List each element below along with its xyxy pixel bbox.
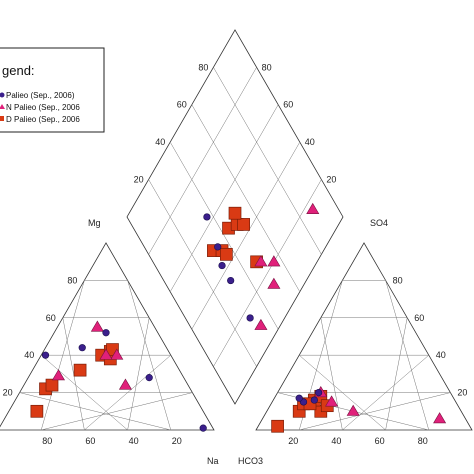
triangle-marker [346, 404, 360, 416]
triangle-marker [90, 320, 104, 332]
circle-marker [145, 374, 153, 382]
anion-right-tick: 40 [436, 350, 446, 360]
circle-marker [214, 243, 222, 251]
legend-entry-1: Palieo (Sep., 2006) [6, 91, 75, 100]
diamond-outline [126, 29, 344, 405]
anion-right-tick: 60 [414, 313, 424, 323]
circle-marker [102, 329, 110, 337]
circle-marker [227, 276, 235, 285]
anion-triangle-gridline [320, 317, 343, 431]
anion-right-tick: 20 [457, 388, 467, 398]
anion-triangle-gridline [342, 354, 429, 431]
circle-marker [315, 388, 323, 397]
axis-label-na: Na [207, 456, 219, 466]
diamond-left-tick: 60 [177, 100, 187, 110]
cation-bottom-tick: 20 [172, 436, 182, 446]
data-markers [30, 202, 447, 433]
triangle-marker [306, 202, 320, 214]
triangle-marker [118, 378, 132, 390]
axis-label-mg: Mg [88, 218, 101, 228]
legend-entry-3: D Palieo (Sep., 2006 [6, 115, 80, 124]
diamond-gridline [169, 141, 279, 330]
legend-box [0, 47, 105, 133]
anion-bottom-tick: 20 [288, 436, 298, 446]
cation-triangle-outline [0, 242, 215, 431]
triangle-marker [325, 395, 339, 407]
axis-labels: Mg Na SO4 HCO3 [88, 218, 388, 466]
triangle-marker [267, 277, 281, 289]
diamond-gridline [191, 104, 301, 292]
triangle-marker [254, 318, 268, 330]
anion-triangle-gridline [299, 354, 386, 431]
legend-marker [0, 116, 4, 121]
cation-triangle-gridline [41, 392, 193, 431]
cation-triangle-gridline [84, 354, 171, 431]
square-marker [45, 378, 59, 392]
cation-left-tick: 60 [46, 313, 56, 323]
cation-left-tick: 40 [24, 350, 34, 360]
anion-triangle-gridline [385, 280, 430, 431]
diamond-gridline [148, 67, 257, 255]
circle-marker [310, 396, 318, 404]
circle-marker [203, 213, 211, 221]
circle-marker [218, 261, 226, 270]
axis-label-so4: SO4 [370, 218, 388, 228]
square-marker [220, 248, 233, 261]
cation-triangle-gridline [62, 317, 85, 431]
legend-marker [0, 104, 5, 109]
anion-triangle-gridline [385, 317, 408, 431]
square-marker [30, 404, 44, 418]
diamond-left-tick: 20 [134, 175, 144, 185]
triangle-marker [254, 255, 268, 267]
diamond-right-tick: 60 [283, 100, 293, 110]
legend-marker [0, 92, 5, 98]
cation-bottom-tick: 40 [129, 436, 139, 446]
diamond-left-tick: 80 [198, 62, 208, 72]
cation-left-tick: 20 [3, 388, 13, 398]
anion-bottom-tick: 60 [375, 436, 385, 446]
square-marker [73, 363, 87, 377]
circle-marker [78, 344, 86, 352]
anion-triangle-gridline [299, 392, 451, 431]
legend-title: gend: [2, 63, 35, 78]
square-marker [237, 218, 250, 231]
tick-labels: 80 60 40 20 80 60 40 20 80 60 40 20 20 40 60 80 80 60 40 20… [3, 62, 468, 446]
anion-right-tick: 80 [393, 275, 403, 285]
circle-marker [41, 351, 50, 359]
circle-marker [199, 424, 207, 432]
diamond-gridline [191, 141, 301, 330]
cation-bottom-tick: 60 [85, 436, 95, 446]
circle-marker [246, 314, 254, 322]
diamond-right-tick: 20 [326, 175, 336, 185]
diamond-gridline [148, 179, 257, 367]
anion-triangle-outline [255, 242, 473, 431]
diamond-gridline [169, 104, 279, 292]
diamond-right-tick: 80 [262, 62, 272, 72]
triangle-marker [110, 348, 124, 360]
anion-bottom-tick: 40 [331, 436, 341, 446]
diamond-gridline [213, 179, 322, 367]
cation-triangle-gridline [19, 392, 171, 431]
circle-marker [295, 394, 303, 402]
cation-bottom-tick: 80 [42, 436, 52, 446]
diamond-left-tick: 40 [155, 137, 165, 147]
triangle-marker [99, 348, 113, 360]
triangle-marker [267, 255, 281, 267]
cation-triangle-gridline [41, 354, 128, 431]
triangle-marker [51, 369, 66, 381]
cation-left-tick: 80 [67, 275, 77, 285]
cation-triangle-gridline [127, 280, 172, 431]
cation-triangle-gridline [127, 317, 150, 431]
anion-bottom-tick: 80 [418, 436, 428, 446]
square-marker [228, 206, 242, 220]
triangle-marker [433, 412, 447, 424]
diamond-right-tick: 40 [305, 137, 315, 147]
legend-entry-2: N Palieo (Sep., 2006 [6, 103, 80, 112]
axis-label-hco3: HCO3 [238, 456, 263, 466]
legend: gend: Palieo (Sep., 2006) N Palieo (Sep.… [0, 47, 105, 133]
diamond-gridline [213, 67, 322, 255]
square-marker [271, 419, 284, 433]
